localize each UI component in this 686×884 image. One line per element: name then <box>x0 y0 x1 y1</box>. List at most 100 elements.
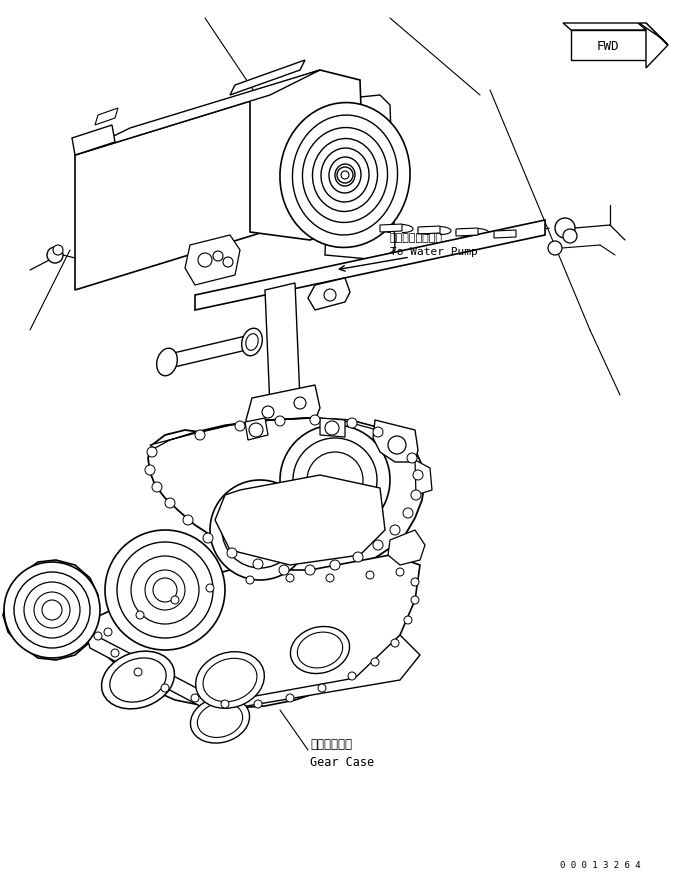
Circle shape <box>145 570 185 610</box>
Circle shape <box>24 582 80 638</box>
Circle shape <box>411 596 419 604</box>
Circle shape <box>117 542 213 638</box>
Polygon shape <box>185 235 240 285</box>
Circle shape <box>548 241 562 255</box>
Circle shape <box>390 525 400 535</box>
Circle shape <box>104 628 112 636</box>
Circle shape <box>105 530 225 650</box>
Circle shape <box>198 253 212 267</box>
Polygon shape <box>250 70 365 240</box>
Ellipse shape <box>246 333 258 350</box>
Polygon shape <box>571 30 646 60</box>
Circle shape <box>191 694 199 702</box>
Circle shape <box>253 559 263 569</box>
Polygon shape <box>148 418 425 572</box>
Polygon shape <box>85 630 420 708</box>
Circle shape <box>42 600 62 620</box>
Circle shape <box>388 436 406 454</box>
Polygon shape <box>308 278 350 310</box>
Circle shape <box>195 430 205 440</box>
Circle shape <box>145 465 155 475</box>
Circle shape <box>275 416 285 426</box>
Circle shape <box>353 552 363 562</box>
Ellipse shape <box>329 157 361 193</box>
Circle shape <box>152 482 162 492</box>
Polygon shape <box>3 560 98 660</box>
Circle shape <box>413 470 423 480</box>
Text: ギヤーケース: ギヤーケース <box>310 738 352 751</box>
Circle shape <box>47 247 63 263</box>
Circle shape <box>249 423 263 437</box>
Circle shape <box>347 418 357 428</box>
Polygon shape <box>95 108 118 125</box>
Circle shape <box>94 632 102 640</box>
Circle shape <box>235 421 245 431</box>
Ellipse shape <box>203 659 257 702</box>
Circle shape <box>161 684 169 692</box>
Circle shape <box>4 562 100 658</box>
Polygon shape <box>265 283 300 408</box>
Ellipse shape <box>196 652 264 708</box>
Circle shape <box>366 571 374 579</box>
Circle shape <box>411 490 421 500</box>
Ellipse shape <box>102 652 174 709</box>
Circle shape <box>348 672 356 680</box>
Ellipse shape <box>292 115 398 235</box>
Polygon shape <box>415 460 432 495</box>
Polygon shape <box>380 224 402 232</box>
Ellipse shape <box>335 164 355 186</box>
Circle shape <box>326 574 334 582</box>
Text: To Water Pump: To Water Pump <box>390 247 477 257</box>
Polygon shape <box>195 220 545 310</box>
Circle shape <box>396 568 404 576</box>
Circle shape <box>403 508 413 518</box>
Circle shape <box>371 658 379 666</box>
Ellipse shape <box>303 127 388 223</box>
Ellipse shape <box>321 148 369 202</box>
Ellipse shape <box>156 348 177 376</box>
Text: 0 0 0 1 3 2 6 4: 0 0 0 1 3 2 6 4 <box>560 860 641 870</box>
Circle shape <box>373 540 383 550</box>
Circle shape <box>165 498 175 508</box>
Circle shape <box>213 251 223 261</box>
Polygon shape <box>320 418 345 437</box>
Circle shape <box>286 694 294 702</box>
Polygon shape <box>165 335 255 368</box>
Text: ウォータポンプへ: ウォータポンプへ <box>390 233 443 243</box>
Circle shape <box>325 421 339 435</box>
Circle shape <box>227 548 237 558</box>
Polygon shape <box>245 418 268 440</box>
Circle shape <box>307 452 363 508</box>
Circle shape <box>254 700 262 708</box>
Polygon shape <box>494 230 516 238</box>
Polygon shape <box>75 95 270 290</box>
Polygon shape <box>325 95 395 260</box>
Circle shape <box>305 565 315 575</box>
Ellipse shape <box>297 632 343 668</box>
Text: Gear Case: Gear Case <box>310 756 374 768</box>
Circle shape <box>391 639 399 647</box>
Polygon shape <box>456 228 478 236</box>
Circle shape <box>183 515 193 525</box>
Polygon shape <box>418 226 440 234</box>
Circle shape <box>318 684 326 692</box>
Ellipse shape <box>339 169 351 181</box>
Circle shape <box>373 427 383 437</box>
Circle shape <box>393 438 403 448</box>
Polygon shape <box>215 475 385 565</box>
Text: FWD: FWD <box>597 40 619 52</box>
Polygon shape <box>388 530 425 565</box>
Circle shape <box>147 447 157 457</box>
Circle shape <box>293 438 377 522</box>
Circle shape <box>14 572 90 648</box>
Polygon shape <box>75 70 320 155</box>
Circle shape <box>563 229 577 243</box>
Circle shape <box>337 167 353 183</box>
Circle shape <box>262 406 274 418</box>
Ellipse shape <box>312 139 377 211</box>
Circle shape <box>341 171 349 179</box>
Circle shape <box>407 453 417 463</box>
Circle shape <box>330 560 340 570</box>
Circle shape <box>235 505 285 555</box>
Circle shape <box>411 578 419 586</box>
